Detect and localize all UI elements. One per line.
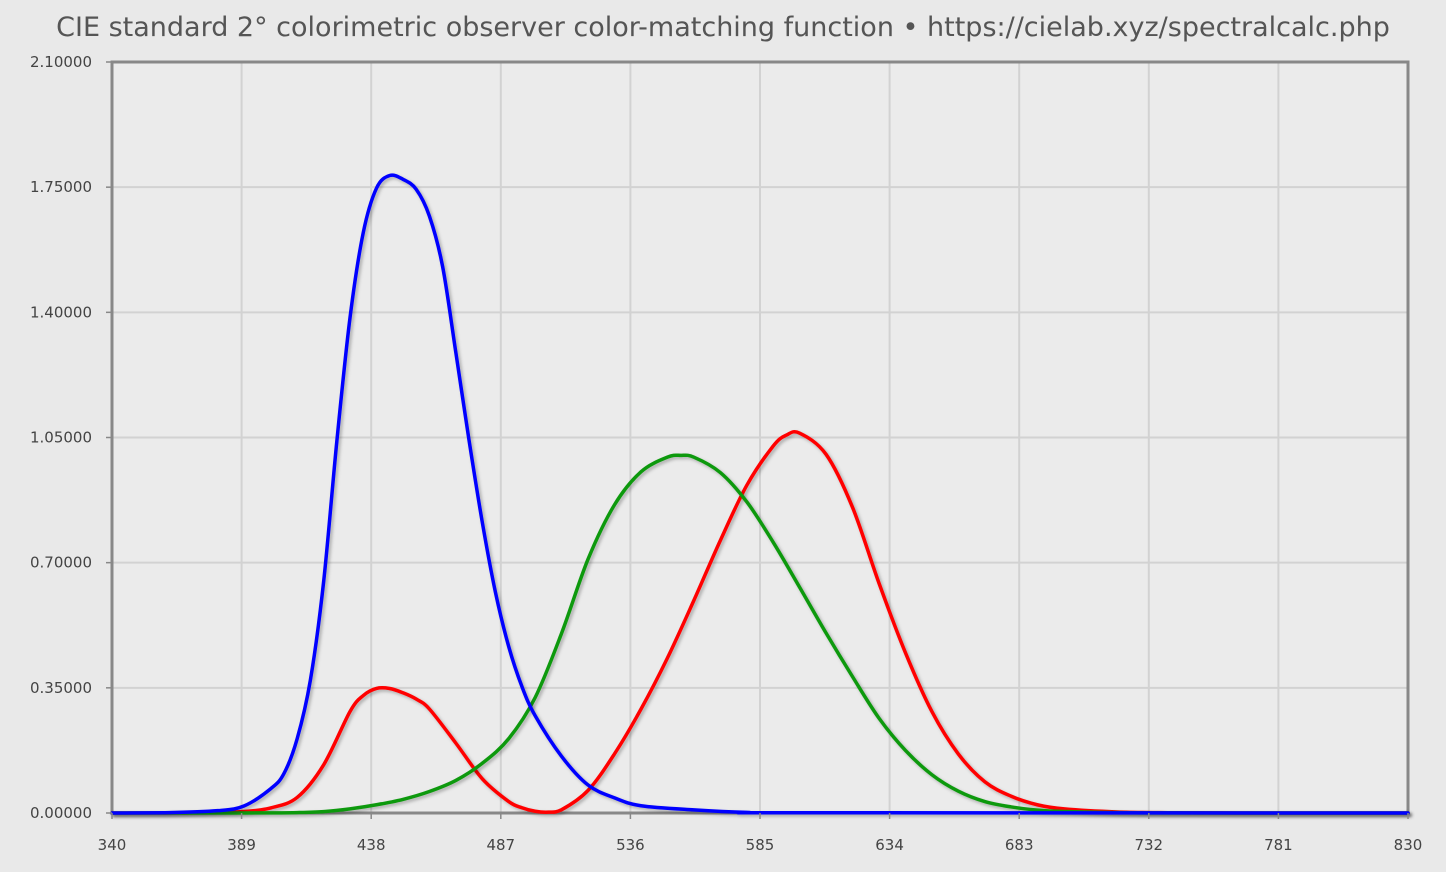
- series-line-green: [110, 453, 1410, 815]
- y-tick-label: 2.10000: [30, 53, 92, 71]
- x-tick-label: 487: [486, 836, 515, 854]
- series-layer: [110, 173, 1410, 815]
- x-tick-label: 781: [1264, 836, 1293, 854]
- x-tick-label: 732: [1134, 836, 1163, 854]
- y-tick-label: 0.00000: [30, 804, 92, 822]
- series-line-red: [110, 430, 1410, 815]
- chart-title: CIE standard 2° colorimetric observer co…: [56, 12, 1390, 43]
- y-tick-label: 0.70000: [30, 554, 92, 572]
- x-tick-label: 585: [746, 836, 775, 854]
- y-tick-label: 1.05000: [30, 429, 92, 447]
- x-tick-label: 389: [227, 836, 256, 854]
- x-tick-label: 438: [357, 836, 386, 854]
- y-tick-label: 0.35000: [30, 679, 92, 697]
- series-line-blue: [110, 173, 1410, 815]
- x-tick-label: 683: [1005, 836, 1034, 854]
- y-tick-label: 1.75000: [30, 178, 92, 196]
- y-axis: 0.00000 0.35000 0.70000 1.05000 1.40000 1.750…: [30, 53, 112, 822]
- x-axis: 340 389 438 487 536 585 634 683 732 781 830: [98, 813, 1423, 854]
- grid: [112, 62, 1408, 813]
- y-tick-label: 1.40000: [30, 303, 92, 321]
- x-tick-label: 634: [875, 836, 904, 854]
- x-tick-label: 536: [616, 836, 645, 854]
- x-tick-label: 340: [98, 836, 127, 854]
- x-tick-label: 830: [1394, 836, 1423, 854]
